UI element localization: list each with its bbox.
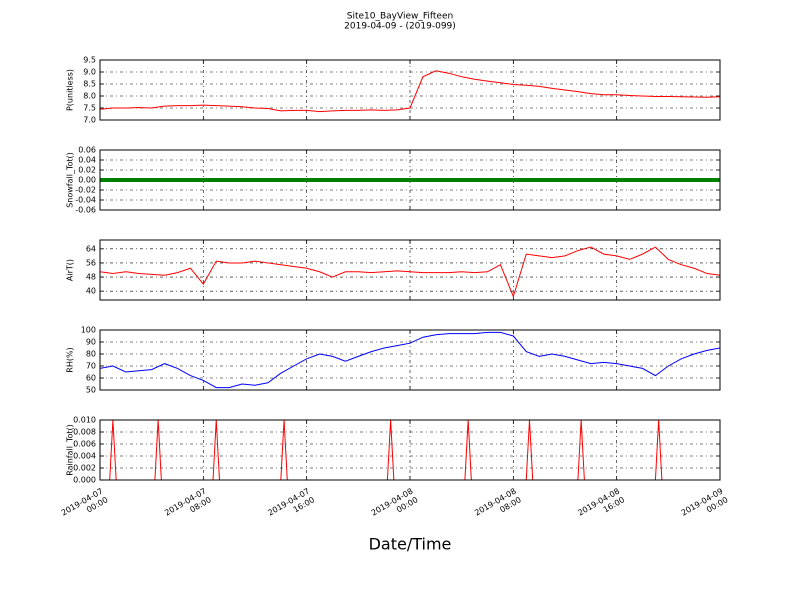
x-tick-label: 2019-04-0900:00	[679, 486, 729, 526]
y-tick-label: 100	[81, 326, 96, 335]
x-tick-label: 2019-04-0808:00	[473, 486, 523, 526]
x-tick-label: 2019-04-0816:00	[576, 486, 626, 526]
y-tick-label: 70	[86, 362, 96, 371]
plot-frame	[99, 329, 721, 391]
y-axis-label: AirT()	[66, 259, 75, 281]
y-tick-label: 0.002	[73, 464, 96, 473]
data-line	[100, 331, 720, 389]
data-line	[100, 246, 720, 298]
y-axis-label: RH(%)	[66, 347, 75, 372]
y-tick-label: 0.006	[73, 440, 96, 449]
data-line	[100, 70, 720, 113]
figure-subtitle: 2019-04-09 - (2019-099)	[344, 22, 456, 32]
x-axis-label: Date/Time	[369, 535, 452, 554]
y-tick-label: 90	[86, 338, 96, 347]
y-tick-label: 0.02	[78, 166, 96, 175]
y-tick-label: -0.06	[75, 206, 96, 215]
figure-title: Site10_BayView_Fifteen	[347, 12, 453, 22]
y-tick-label: 8.5	[83, 80, 96, 89]
y-tick-label: -0.04	[75, 196, 96, 205]
y-tick-label: 7.0	[83, 116, 96, 125]
x-tick-label: 2019-04-0708:00	[163, 486, 213, 526]
y-tick-label: 40	[86, 287, 96, 296]
y-axis-label: P(unitless)	[66, 69, 75, 111]
plot-frame	[99, 59, 721, 121]
y-tick-label: -0.02	[75, 186, 96, 195]
x-tick-label: 2019-04-0700:00	[59, 486, 109, 526]
y-tick-label: 64	[86, 244, 96, 253]
y-tick-label: 0.004	[73, 452, 96, 461]
y-tick-label: 9.0	[83, 68, 96, 77]
plot-frame	[99, 419, 721, 481]
x-tick-label: 2019-04-0716:00	[266, 486, 316, 526]
y-tick-label: 60	[86, 374, 96, 383]
y-tick-label: 7.5	[83, 104, 96, 113]
y-tick-label: 0.06	[78, 146, 96, 155]
y-tick-label: 50	[86, 386, 96, 395]
plot-frame	[99, 239, 721, 301]
y-axis-label: Snowfall_Tot()	[66, 152, 75, 208]
y-tick-label: 0.000	[73, 476, 96, 485]
x-tick-label: 2019-04-0800:00	[369, 486, 419, 526]
y-tick-label: 0.04	[78, 156, 96, 165]
y-tick-label: 0.008	[73, 428, 96, 437]
y-tick-label: 9.5	[83, 56, 96, 65]
y-tick-label: 48	[86, 273, 96, 282]
y-axis-label: Rainfall_Tot()	[66, 424, 75, 476]
y-tick-label: 80	[86, 350, 96, 359]
y-tick-label: 0.010	[73, 416, 96, 425]
plot-frame	[99, 149, 721, 211]
y-tick-label: 8.0	[83, 92, 96, 101]
y-tick-label: 56	[86, 258, 96, 267]
y-tick-label: 0.00	[78, 176, 96, 185]
